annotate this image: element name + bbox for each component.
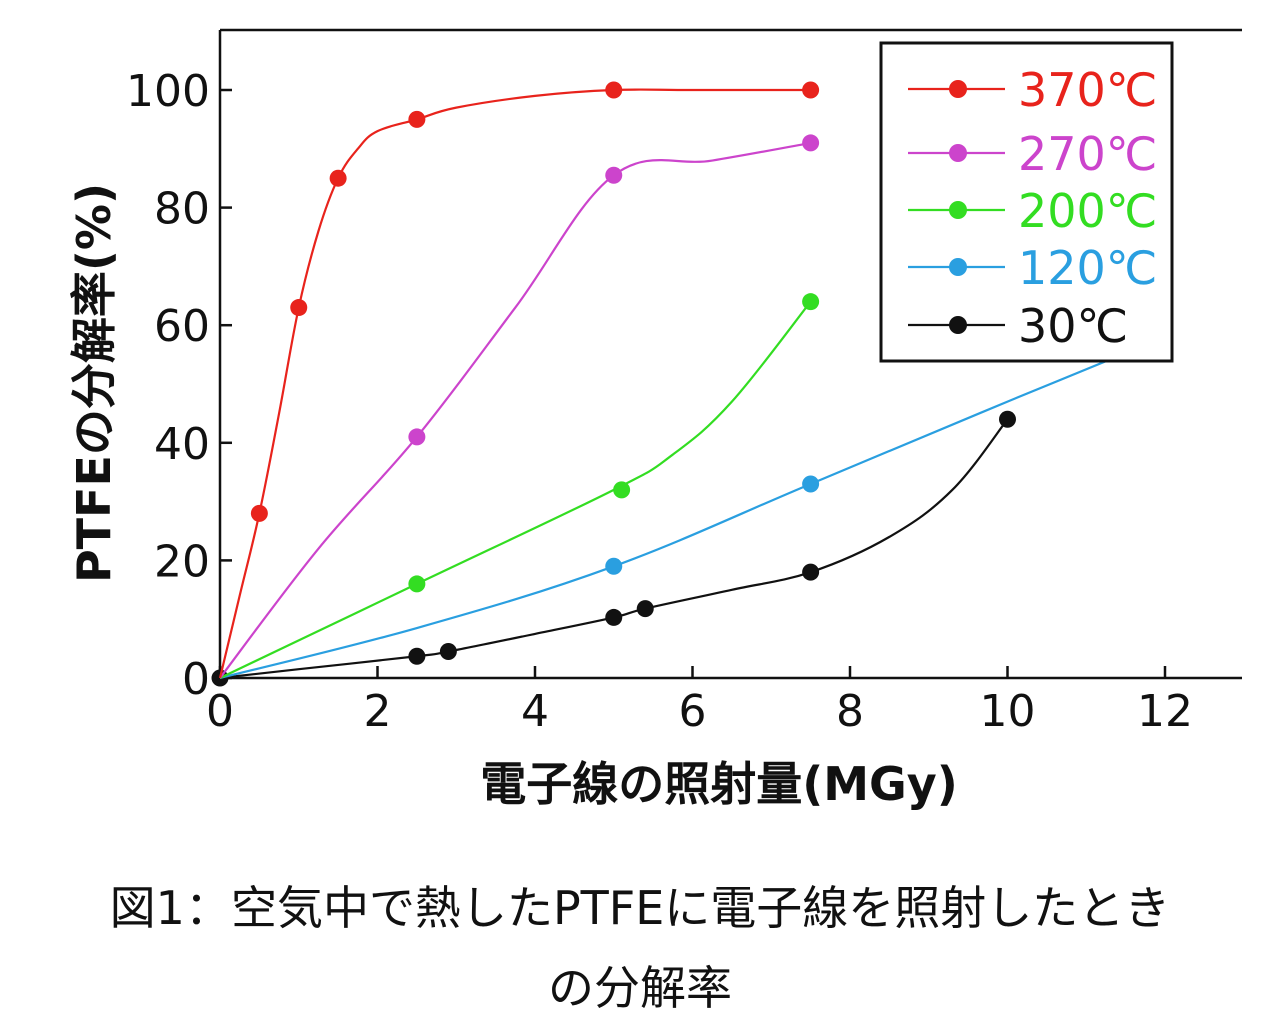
y-tick-label: 20 <box>154 536 210 587</box>
series-30℃ <box>211 410 1016 687</box>
series-layer <box>211 81 1166 687</box>
data-point <box>408 428 426 446</box>
series-200℃ <box>219 293 820 679</box>
series-line <box>219 300 812 679</box>
legend-swatch-marker <box>949 258 967 276</box>
data-point <box>636 600 654 618</box>
legend-label: 30℃ <box>1018 299 1128 353</box>
x-tick-label: 12 <box>1137 686 1193 737</box>
series-370℃ <box>218 81 820 679</box>
y-tick-label: 0 <box>182 654 210 705</box>
legend-label: 270℃ <box>1018 127 1157 181</box>
figure-caption-line-2: の分解率 <box>548 961 732 1015</box>
legend-swatch-marker <box>949 80 967 98</box>
data-point <box>329 169 347 187</box>
data-point <box>250 504 268 522</box>
series-270℃ <box>219 134 820 679</box>
y-axis-title: PTFEの分解率(%) <box>67 183 121 583</box>
decomposition-rate-chart: 0 2 4 6 8 10 12 0 20 40 60 80 100 370℃ 270℃200℃120℃30… <box>67 28 1242 811</box>
data-point <box>802 563 820 581</box>
x-tick-label: 6 <box>679 686 707 737</box>
data-point <box>802 475 820 493</box>
data-point <box>605 557 623 575</box>
legend-swatch-marker <box>949 144 967 162</box>
series-line <box>219 335 1166 680</box>
series-line <box>219 141 811 679</box>
x-tick-label: 8 <box>836 686 864 737</box>
y-tick-label: 100 <box>126 66 210 117</box>
data-point <box>802 81 820 99</box>
legend-label: 120℃ <box>1018 241 1157 295</box>
data-point <box>613 481 631 499</box>
legend-box <box>879 41 1174 363</box>
x-tick-label: 4 <box>521 686 549 737</box>
figure-caption-line-1: 図1：空気中で熱したPTFEに電子線を照射したとき <box>109 881 1171 935</box>
legend-label: 200℃ <box>1018 184 1157 238</box>
legend-swatch-marker <box>949 316 967 334</box>
data-point <box>408 575 426 593</box>
y-tick-label: 80 <box>154 184 210 235</box>
data-point <box>439 643 457 661</box>
data-point <box>605 608 623 626</box>
y-tick-label: 40 <box>154 419 210 470</box>
series-120℃ <box>219 335 1166 680</box>
y-tick-label: 60 <box>154 301 210 352</box>
data-point <box>605 81 623 99</box>
data-point <box>290 299 308 317</box>
x-tick-label: 2 <box>364 686 392 737</box>
x-tick-label: 10 <box>980 686 1036 737</box>
series-line <box>218 88 811 679</box>
legend-label: 370℃ <box>1018 63 1157 117</box>
data-point <box>408 647 426 665</box>
legend-swatch-marker <box>949 201 967 219</box>
series-line <box>219 418 1009 680</box>
axes-layer: 0 2 4 6 8 10 12 0 20 40 60 80 100 <box>126 28 1242 737</box>
data-point <box>802 134 820 152</box>
data-point <box>408 110 426 128</box>
x-axis-title: 電子線の照射量(MGy) <box>480 757 958 811</box>
data-point <box>802 293 820 311</box>
data-point <box>605 166 623 184</box>
data-point <box>999 410 1016 428</box>
x-tick-label: 0 <box>206 686 234 737</box>
